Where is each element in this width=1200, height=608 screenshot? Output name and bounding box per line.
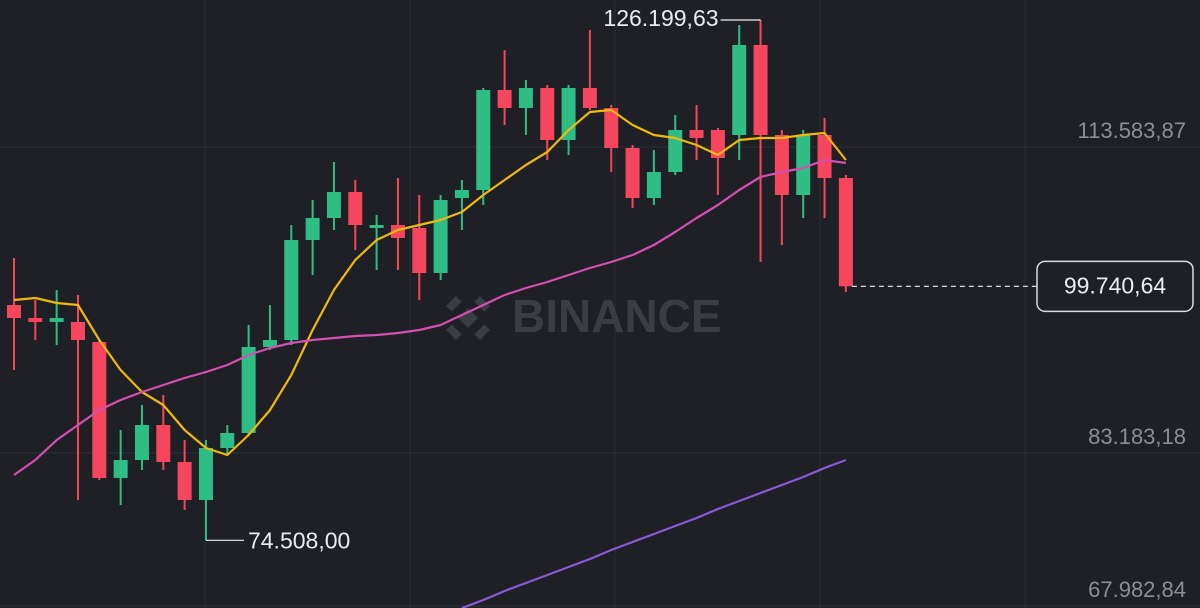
y-tick-label: 113.583,87 xyxy=(1078,118,1186,143)
candle-body xyxy=(561,88,576,140)
candle-body xyxy=(838,178,853,287)
candle-body xyxy=(241,346,256,433)
high-label: 126.199,63 xyxy=(603,5,718,31)
candle-body xyxy=(49,318,64,322)
candle-body xyxy=(540,88,555,140)
last-price-box xyxy=(1036,260,1194,313)
candle-body xyxy=(476,90,491,191)
candle-body xyxy=(454,190,469,199)
candle-body xyxy=(753,45,768,136)
candle-body xyxy=(156,424,171,462)
candle-body xyxy=(732,45,747,136)
low-label: 74.508,00 xyxy=(248,527,350,553)
candle-body xyxy=(369,224,384,228)
watermark: BINANCE xyxy=(446,290,722,342)
watermark-logo xyxy=(446,296,490,340)
candle-body xyxy=(134,424,149,460)
moving-average-line xyxy=(13,158,847,476)
candle-body xyxy=(433,199,448,273)
candle-body xyxy=(689,130,704,139)
candle-body xyxy=(668,130,683,173)
candle-body xyxy=(646,172,661,199)
y-tick-label: 67.982,84 xyxy=(1088,577,1186,602)
candle-body xyxy=(284,239,299,340)
candle-body xyxy=(348,192,363,225)
last-price-label: 99.740,64 xyxy=(1064,272,1167,298)
candle-body xyxy=(177,461,192,500)
candle-body xyxy=(7,304,21,319)
candle-body xyxy=(198,447,213,500)
candle-body xyxy=(305,218,320,240)
candle-body xyxy=(220,432,235,448)
candle-body xyxy=(604,107,619,148)
candle-body xyxy=(625,147,640,199)
y-tick-label: 83.183,18 xyxy=(1088,424,1186,449)
candle-body xyxy=(518,88,533,108)
candle-body xyxy=(412,227,427,273)
candle-body xyxy=(262,339,277,347)
candle-body xyxy=(28,318,43,322)
moving-average-line xyxy=(461,458,847,608)
candle-body xyxy=(70,321,85,340)
candle-body xyxy=(710,130,725,159)
candle-body xyxy=(326,192,341,219)
candle-body xyxy=(774,135,789,196)
moving-average-line xyxy=(13,108,847,457)
candle-body xyxy=(113,459,128,478)
candle-body xyxy=(582,88,597,108)
candle-body xyxy=(817,135,832,179)
candle-body xyxy=(796,135,811,196)
watermark-text: BINANCE xyxy=(512,290,722,342)
candle-body xyxy=(497,90,512,108)
